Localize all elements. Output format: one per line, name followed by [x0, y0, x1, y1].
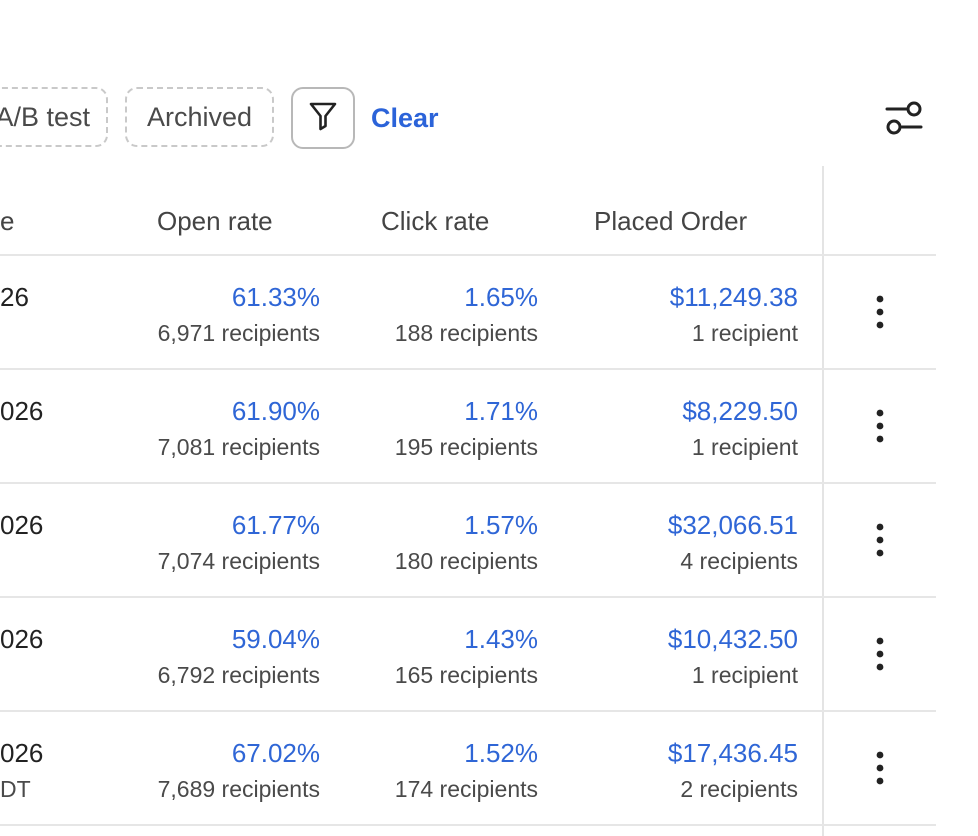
more-vertical-icon — [876, 409, 884, 443]
archived-chip-label: Archived — [146, 101, 253, 132]
funnel-icon — [308, 100, 338, 137]
click-recipients: 188 recipients — [394, 320, 538, 346]
open-rate-value[interactable]: 67.02% — [231, 738, 320, 768]
placed-order-recipients: 4 recipients — [680, 548, 798, 574]
open-recipients: 6,971 recipients — [157, 320, 320, 346]
ab-test-filter-chip[interactable]: A/B test — [0, 87, 108, 147]
open-recipients: 7,074 recipients — [157, 548, 320, 574]
archived-filter-chip[interactable]: Archived — [125, 87, 274, 147]
click-recipients: 195 recipients — [394, 434, 538, 460]
click-rate-value[interactable]: 1.52% — [464, 738, 538, 768]
placed-order-value[interactable]: $17,436.45 — [667, 738, 798, 768]
campaign-date-partial: 026 — [0, 624, 44, 654]
campaign-date-partial: 026 — [0, 396, 44, 426]
campaign-date-partial: 026 — [0, 510, 44, 540]
row-actions-button[interactable] — [860, 292, 900, 332]
row-actions-button[interactable] — [860, 520, 900, 560]
row-divider — [0, 596, 936, 598]
ab-test-chip-label: A/B test — [0, 101, 90, 132]
campaign-time-partial: DT — [0, 776, 31, 802]
row-actions-button[interactable] — [860, 406, 900, 446]
sliders-icon[interactable] — [884, 100, 924, 136]
placed-order-recipients: 1 recipient — [691, 662, 798, 688]
open-recipients: 7,081 recipients — [157, 434, 320, 460]
row-actions-button[interactable] — [860, 748, 900, 788]
header-divider — [0, 254, 936, 256]
open-recipients: 7,689 recipients — [157, 776, 320, 802]
placed-order-value[interactable]: $8,229.50 — [682, 396, 798, 426]
row-divider — [0, 710, 936, 712]
click-rate-value[interactable]: 1.43% — [464, 624, 538, 654]
placed-order-recipients: 1 recipient — [691, 320, 798, 346]
placed-order-recipients: 1 recipient — [691, 434, 798, 460]
open-rate-value[interactable]: 61.77% — [231, 510, 320, 540]
open-rate-value[interactable]: 59.04% — [231, 624, 320, 654]
more-vertical-icon — [876, 751, 884, 785]
clear-filters-link[interactable]: Clear — [371, 103, 439, 133]
placed-order-value[interactable]: $11,249.38 — [669, 282, 798, 312]
more-vertical-icon — [876, 523, 884, 557]
click-recipients: 180 recipients — [394, 548, 538, 574]
row-actions-button[interactable] — [860, 634, 900, 674]
column-divider — [822, 166, 824, 836]
click-rate-value[interactable]: 1.65% — [464, 282, 538, 312]
open-rate-value[interactable]: 61.33% — [231, 282, 320, 312]
row-divider — [0, 824, 936, 826]
campaign-date-partial: 026 — [0, 738, 44, 768]
row-divider — [0, 482, 936, 484]
column-header-placed-order[interactable]: Placed Order — [594, 206, 748, 236]
filter-button[interactable] — [291, 87, 355, 149]
open-recipients: 6,792 recipients — [157, 662, 320, 688]
open-rate-value[interactable]: 61.90% — [231, 396, 320, 426]
row-divider — [0, 368, 936, 370]
placed-order-recipients: 2 recipients — [680, 776, 798, 802]
click-rate-value[interactable]: 1.71% — [464, 396, 538, 426]
placed-order-value[interactable]: $32,066.51 — [667, 510, 798, 540]
placed-order-value[interactable]: $10,432.50 — [667, 624, 798, 654]
column-header-partial[interactable]: e — [0, 206, 15, 236]
click-recipients: 174 recipients — [394, 776, 538, 802]
more-vertical-icon — [876, 637, 884, 671]
more-vertical-icon — [876, 295, 884, 329]
column-header-click-rate[interactable]: Click rate — [381, 206, 490, 236]
click-recipients: 165 recipients — [394, 662, 538, 688]
column-header-open-rate[interactable]: Open rate — [157, 206, 273, 236]
click-rate-value[interactable]: 1.57% — [464, 510, 538, 540]
campaign-date-partial: 26 — [0, 282, 29, 312]
